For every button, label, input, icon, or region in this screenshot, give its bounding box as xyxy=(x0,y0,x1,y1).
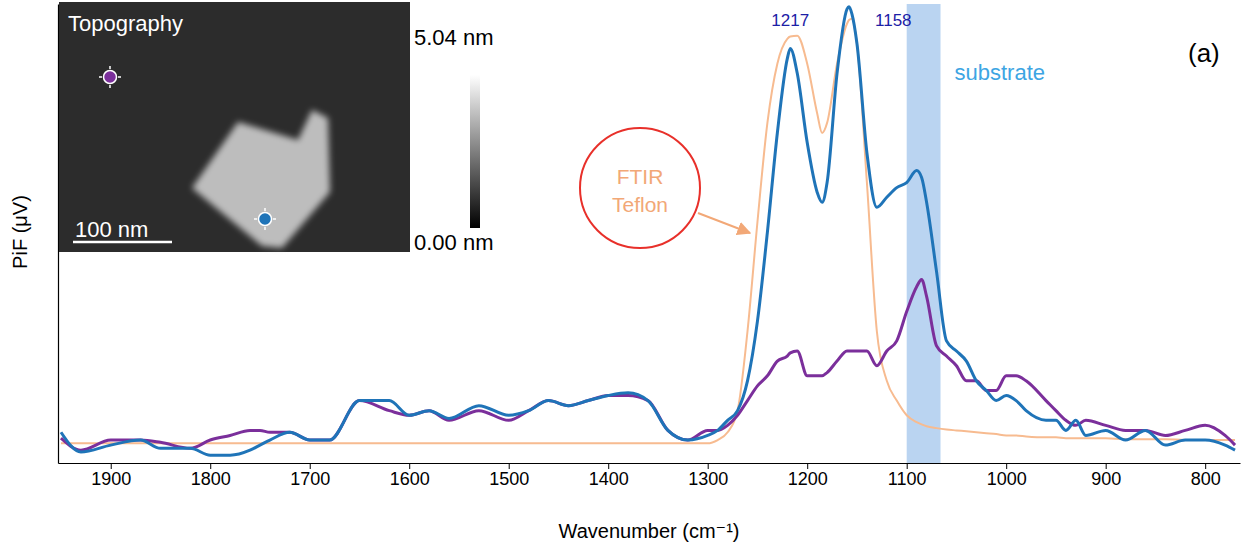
x-tick: 1300 xyxy=(688,463,728,489)
colorbar xyxy=(470,75,480,228)
probe-dot xyxy=(104,71,117,84)
callout-label: FTIRTeflon xyxy=(612,165,668,216)
x-tick: 1500 xyxy=(489,463,529,489)
probe-tick xyxy=(109,66,111,69)
probe-tick xyxy=(264,208,266,211)
topography-inset: Topography 100 nm 5.04 nm 0.00 nm xyxy=(59,2,494,255)
x-tick-label: 1200 xyxy=(788,469,828,489)
x-axis: 1900 1800 1700 1600 1500 1400 1300 1200 1100 1000… xyxy=(59,463,1241,489)
topography-background xyxy=(59,2,410,252)
probe-tick xyxy=(118,76,121,78)
y-axis-title: PiF (μV) xyxy=(9,195,31,269)
x-tick: 1000 xyxy=(987,463,1027,489)
x-tick: 1800 xyxy=(191,463,231,489)
x-tick-label: 1600 xyxy=(390,469,430,489)
colorbar-label: 0.00 nm xyxy=(414,230,494,255)
x-tick-label: 1300 xyxy=(688,469,728,489)
inset-title: Topography xyxy=(68,11,183,36)
probe-tick xyxy=(99,76,102,78)
callout-circle xyxy=(580,128,700,248)
x-tick: 1600 xyxy=(390,463,430,489)
colorbar-label: 5.04 nm xyxy=(414,25,494,50)
y-axis xyxy=(58,5,59,464)
x-tick-label: 1900 xyxy=(91,469,131,489)
x-tick: 1100 xyxy=(888,463,927,489)
x-tick: 900 xyxy=(1091,463,1121,489)
scale-bar-label: 100 nm xyxy=(75,217,148,242)
probe-tick xyxy=(109,85,111,88)
probe-dot xyxy=(259,213,272,226)
y-axis-line xyxy=(58,5,59,464)
x-tick-label: 1100 xyxy=(888,469,927,489)
particle xyxy=(192,110,330,248)
callout-arrow xyxy=(698,213,750,233)
probe-particle xyxy=(254,208,276,230)
substrate-band xyxy=(907,4,941,463)
x-axis-line xyxy=(59,463,1241,464)
chart: 1900 1800 1700 1600 1500 1400 1300 1200 1100 1000… xyxy=(0,0,1242,553)
x-tick-label: 1800 xyxy=(191,469,231,489)
x-tick-label: 1700 xyxy=(290,469,330,489)
probe-substrate xyxy=(99,66,121,88)
x-tick-label: 1500 xyxy=(489,469,529,489)
x-tick: 1700 xyxy=(290,463,330,489)
x-tick-label: 800 xyxy=(1191,469,1221,489)
panel-label: (a) xyxy=(1188,38,1220,68)
x-tick: 1200 xyxy=(788,463,828,489)
band-label: substrate xyxy=(955,60,1046,85)
x-axis-title: Wavenumber (cm⁻¹) xyxy=(559,520,740,542)
probe-tick xyxy=(264,227,266,230)
x-tick: 1400 xyxy=(589,463,629,489)
probe-tick xyxy=(254,218,257,220)
x-tick: 1900 xyxy=(91,463,131,489)
peak-label: 1158 xyxy=(875,11,912,30)
x-tick-label: 1000 xyxy=(987,469,1027,489)
x-tick-label: 1400 xyxy=(589,469,629,489)
peak-label: 1217 xyxy=(771,11,809,30)
probe-tick xyxy=(273,218,276,220)
x-tick: 800 xyxy=(1191,463,1221,489)
x-tick-label: 900 xyxy=(1091,469,1121,489)
